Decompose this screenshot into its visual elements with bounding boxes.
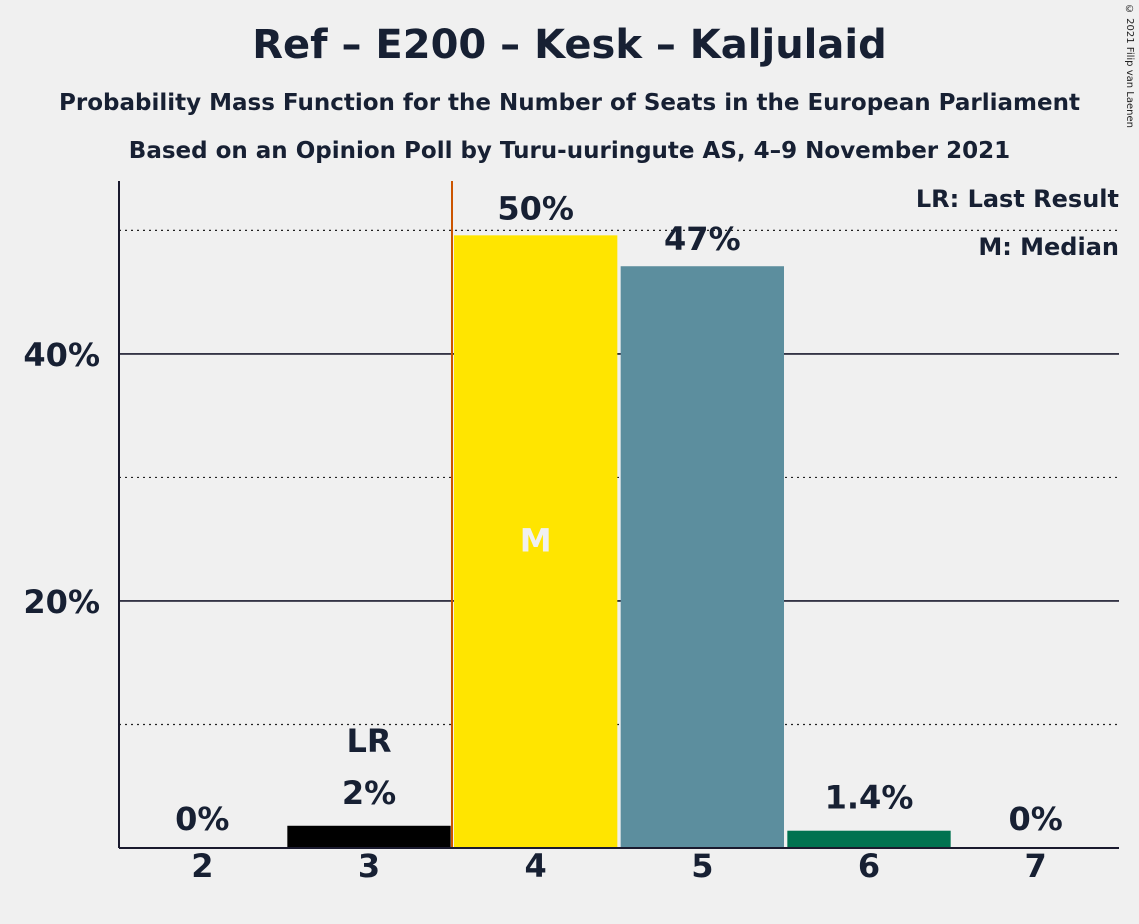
bar-3 [287,825,451,848]
chart-title: Ref – E200 – Kesk – Kaljulaid [252,22,887,68]
value-label-6: 1.4% [825,779,914,817]
bar-6 [787,830,951,848]
bar-5 [620,266,784,848]
y-tick-label-20: 20% [23,583,100,621]
x-tick-label-4: 4 [525,847,547,885]
value-label-2: 0% [175,800,229,838]
x-tick-label-7: 7 [1025,847,1047,885]
chart-source: Based on an Opinion Poll by Turu-uuringu… [128,138,1011,164]
value-label-5: 47% [664,220,741,258]
x-tick-label-3: 3 [358,847,380,885]
value-label-4: 50% [497,189,574,227]
legend-median: M: Median [978,233,1119,261]
y-tick-label-40: 40% [23,336,100,374]
x-tick-label-2: 2 [191,847,213,885]
value-label-3: 2% [342,774,396,812]
copyright-notice: © 2021 Filip van Laenen [1124,4,1135,128]
legend-last-result: LR: Last Result [915,185,1119,213]
value-label-7: 0% [1009,800,1063,838]
x-tick-label-5: 5 [691,847,713,885]
bar-4 [454,235,618,848]
chart-subtitle: Probability Mass Function for the Number… [59,90,1080,116]
median-marker: M [520,522,552,560]
last-result-marker: LR [346,722,391,760]
x-tick-label-6: 6 [858,847,880,885]
